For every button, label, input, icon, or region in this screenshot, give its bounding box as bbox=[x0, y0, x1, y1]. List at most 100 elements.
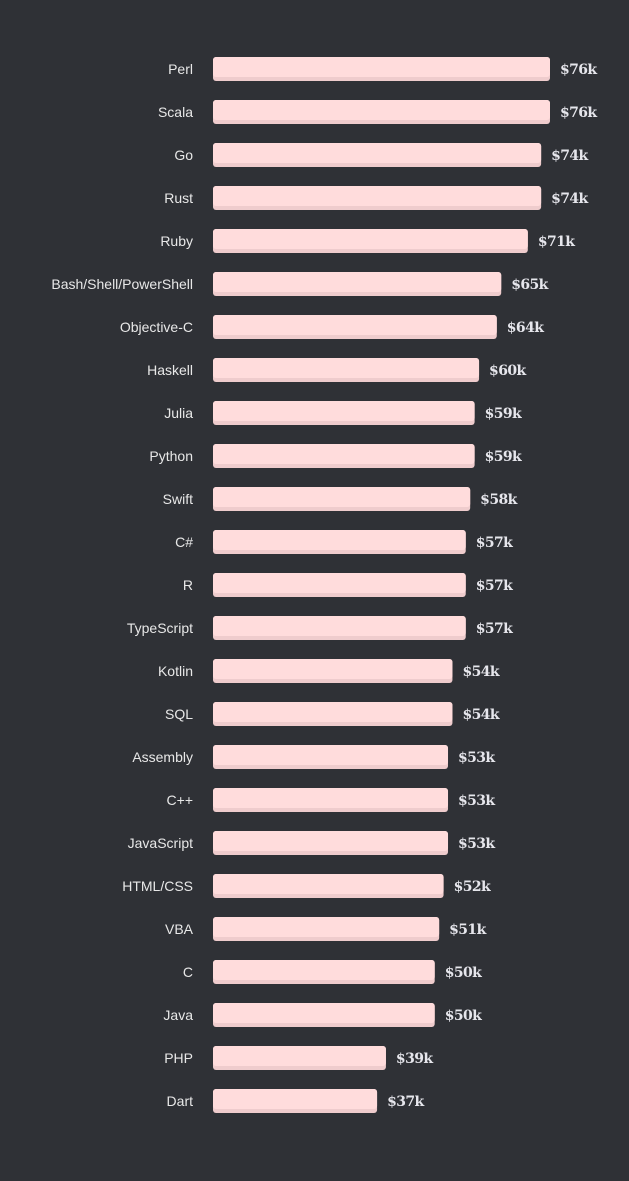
bar bbox=[213, 960, 435, 980]
value-label: $37k bbox=[387, 1094, 424, 1110]
category-label: HTML/CSS bbox=[122, 878, 193, 894]
value-label: $51k bbox=[449, 922, 486, 938]
category-label: C bbox=[183, 964, 193, 980]
bar bbox=[213, 100, 550, 120]
value-label: $76k bbox=[560, 105, 597, 121]
value-label: $53k bbox=[458, 793, 495, 809]
bar-row: Swift $58k bbox=[163, 487, 518, 511]
value-label: $57k bbox=[476, 621, 513, 637]
bar bbox=[213, 573, 466, 593]
category-label: C++ bbox=[167, 792, 193, 808]
bar bbox=[213, 917, 440, 937]
bar-row: Java $50k bbox=[163, 1003, 483, 1027]
bar bbox=[213, 1089, 378, 1109]
category-label: Bash/Shell/PowerShell bbox=[51, 276, 193, 292]
bar bbox=[213, 616, 466, 636]
value-label: $65k bbox=[511, 277, 548, 293]
value-label: $71k bbox=[538, 234, 575, 250]
category-label: Haskell bbox=[147, 362, 193, 378]
bar bbox=[213, 358, 480, 378]
bar-row: R $57k bbox=[183, 573, 514, 597]
value-label: $74k bbox=[551, 191, 588, 207]
bar-row: Go $74k bbox=[174, 143, 589, 167]
bar bbox=[213, 530, 466, 550]
bar bbox=[213, 659, 453, 679]
bar-row: C $50k bbox=[183, 960, 483, 984]
bar-row: JavaScript $53k bbox=[128, 831, 496, 855]
category-label: Perl bbox=[168, 61, 193, 77]
value-label: $76k bbox=[560, 62, 597, 78]
bar bbox=[213, 487, 471, 507]
category-label: Swift bbox=[163, 491, 193, 507]
category-label: Ruby bbox=[160, 233, 193, 249]
bar-row: Kotlin $54k bbox=[158, 659, 500, 683]
category-label: Objective-C bbox=[120, 319, 193, 335]
bar bbox=[213, 745, 449, 765]
bar-row: C++ $53k bbox=[167, 788, 496, 812]
bar bbox=[213, 1046, 386, 1066]
bar-row: Python $59k bbox=[149, 444, 523, 468]
bar bbox=[213, 272, 502, 292]
value-label: $52k bbox=[454, 879, 491, 895]
value-label: $39k bbox=[396, 1051, 433, 1067]
bar bbox=[213, 831, 449, 851]
bar bbox=[213, 788, 449, 808]
value-label: $59k bbox=[485, 406, 522, 422]
value-label: $60k bbox=[489, 363, 526, 379]
bar-row: PHP $39k bbox=[164, 1046, 434, 1070]
category-label: PHP bbox=[164, 1050, 193, 1066]
value-label: $57k bbox=[476, 578, 513, 594]
category-label: SQL bbox=[165, 706, 193, 722]
value-label: $53k bbox=[458, 836, 495, 852]
bar-row: C# $57k bbox=[175, 530, 514, 554]
value-label: $54k bbox=[462, 664, 499, 680]
bar bbox=[213, 143, 542, 163]
category-label: VBA bbox=[165, 921, 194, 937]
category-label: Julia bbox=[164, 405, 193, 421]
bar-row: SQL $54k bbox=[165, 702, 500, 726]
bar-row: VBA $51k bbox=[165, 917, 487, 941]
bar bbox=[213, 315, 497, 335]
bar-row: Dart $37k bbox=[167, 1089, 425, 1113]
bar-row: TypeScript $57k bbox=[127, 616, 514, 640]
category-label: Java bbox=[163, 1007, 193, 1023]
value-label: $64k bbox=[507, 320, 544, 336]
value-label: $54k bbox=[462, 707, 499, 723]
category-label: Scala bbox=[158, 104, 193, 120]
bar-row: Haskell $60k bbox=[147, 358, 527, 382]
value-label: $57k bbox=[476, 535, 513, 551]
category-label: JavaScript bbox=[128, 835, 193, 851]
value-label: $58k bbox=[480, 492, 517, 508]
category-label: Python bbox=[149, 448, 193, 464]
category-label: Go bbox=[174, 147, 193, 163]
category-label: Kotlin bbox=[158, 663, 193, 679]
bar bbox=[213, 229, 528, 249]
bar-row: Ruby $71k bbox=[160, 229, 576, 253]
bar bbox=[213, 874, 444, 894]
bar-row: HTML/CSS $52k bbox=[122, 874, 492, 898]
value-label: $74k bbox=[551, 148, 588, 164]
value-label: $50k bbox=[445, 1008, 482, 1024]
value-label: $59k bbox=[485, 449, 522, 465]
bar bbox=[213, 401, 475, 421]
category-label: R bbox=[183, 577, 193, 593]
category-label: Dart bbox=[167, 1093, 194, 1109]
category-label: Assembly bbox=[132, 749, 193, 765]
value-label: $53k bbox=[458, 750, 495, 766]
category-label: TypeScript bbox=[127, 620, 193, 636]
bar-row: Objective-C $64k bbox=[120, 315, 545, 339]
bar-row: Perl $76k bbox=[168, 57, 598, 81]
bar bbox=[213, 444, 475, 464]
bar bbox=[213, 57, 550, 77]
bar bbox=[213, 186, 542, 206]
bar-row: Rust $74k bbox=[164, 186, 589, 210]
bar bbox=[213, 702, 453, 722]
bar-row: Julia $59k bbox=[164, 401, 523, 425]
bar-row: Scala $76k bbox=[158, 100, 598, 124]
value-label: $50k bbox=[445, 965, 482, 981]
category-label: Rust bbox=[164, 190, 193, 206]
bar bbox=[213, 1003, 435, 1023]
bar-row: Bash/Shell/PowerShell $65k bbox=[51, 272, 549, 296]
bar-row: Assembly $53k bbox=[132, 745, 496, 769]
